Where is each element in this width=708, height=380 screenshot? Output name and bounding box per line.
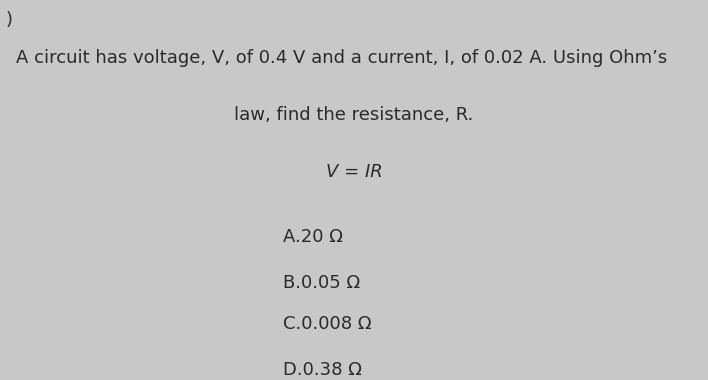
Text: C.0.008 Ω: C.0.008 Ω [283,315,372,333]
Text: B.0.05 Ω: B.0.05 Ω [283,274,360,291]
Text: A.20 Ω: A.20 Ω [283,228,343,246]
Text: V = IR: V = IR [326,163,382,181]
Text: law, find the resistance, R.: law, find the resistance, R. [234,106,474,124]
Text: A circuit has voltage, V, of 0.4 V and a current, I, of 0.02 A. Using Ohm’s: A circuit has voltage, V, of 0.4 V and a… [16,49,667,67]
Text: ): ) [6,11,13,29]
Text: D.0.38 Ω: D.0.38 Ω [283,361,362,379]
